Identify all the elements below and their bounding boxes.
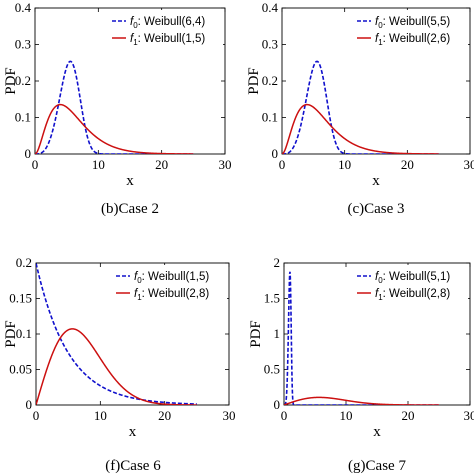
series-line-f0	[35, 60, 194, 154]
x-axis-label: x	[126, 173, 134, 189]
x-tick-label: 20	[402, 408, 415, 423]
legend-entry-f0: f0: Weibull(5,1)	[375, 271, 450, 285]
y-tick-label: 0.1	[262, 110, 278, 125]
legend-entry-f1: f1: Weibull(1,5)	[130, 33, 205, 47]
legend-entry-f1: f1: Weibull(2,8)	[134, 288, 209, 302]
panel-caption: (b)Case 2	[101, 201, 159, 217]
legend: f0: Weibull(5,1) f1: Weibull(2,8)	[354, 265, 468, 305]
series-line-f0	[282, 60, 439, 154]
y-axis-label: PDF	[248, 320, 264, 348]
x-tick-label: 0	[281, 408, 288, 423]
y-tick-label: 0.15	[9, 291, 32, 306]
y-tick-label: 0.2	[16, 255, 32, 270]
legend-entry-f0: f0: Weibull(5,5)	[375, 16, 450, 30]
chart-panel-3: 0 10 20 30 0 0.05 0.1 0.15 0.2 x PDF f0: Weibull(1,…	[3, 255, 236, 474]
legend: f0: Weibull(5,5) f1: Weibull(2,6)	[354, 10, 468, 50]
x-tick-label: 30	[219, 157, 232, 172]
x-tick-label: 10	[340, 408, 353, 423]
x-tick-label: 20	[158, 408, 171, 423]
chart-panel-1: 0 10 20 30 0 0.1 0.2 0.3 0.4 x PDF f0: Weibull(6,4)…	[3, 0, 232, 217]
series-line-f1	[35, 103, 194, 154]
legend: f0: Weibull(1,5) f1: Weibull(2,8)	[113, 265, 227, 305]
series-line-f1	[36, 328, 197, 405]
y-tick-label: 0	[274, 397, 281, 412]
x-tick-label: 10	[92, 157, 105, 172]
x-tick-label: 0	[33, 408, 40, 423]
y-tick-label: 0.5	[264, 362, 280, 377]
x-axis-label: x	[372, 173, 380, 189]
x-tick-label: 0	[32, 157, 39, 172]
chart-panel-4: 0 10 20 30 0 0.5 1 1.5 2 x PDF f0: Weibull(5,1) f1: …	[248, 255, 474, 474]
chart-panel-2: 0 10 20 30 0 0.1 0.2 0.3 0.4 x PDF f0: Weibull(5,5)…	[246, 0, 474, 217]
x-tick-label: 10	[338, 157, 351, 172]
legend-entry-f0: f0: Weibull(1,5)	[134, 271, 209, 285]
series-line-f0	[36, 263, 197, 405]
y-tick-label: 0	[272, 146, 279, 161]
y-tick-label: 2	[274, 255, 281, 270]
series-line-f1	[284, 396, 439, 405]
series-line-f1	[282, 103, 439, 154]
y-axis-label: PDF	[3, 320, 19, 348]
y-tick-label: 0.3	[15, 37, 31, 52]
y-tick-label: 1	[274, 326, 281, 341]
x-tick-label: 20	[401, 157, 414, 172]
y-tick-label: 0.1	[15, 110, 31, 125]
x-tick-label: 0	[279, 157, 286, 172]
y-axis-label: PDF	[3, 67, 19, 95]
y-tick-label: 0.2	[262, 73, 278, 88]
x-axis-label: x	[129, 424, 137, 440]
y-tick-label: 1.5	[264, 291, 280, 306]
y-axis-label: PDF	[246, 67, 262, 95]
panel-caption: (g)Case 7	[348, 458, 406, 474]
y-tick-label: 0.05	[9, 362, 32, 377]
x-tick-label: 10	[94, 408, 107, 423]
legend-entry-f1: f1: Weibull(2,8)	[375, 288, 450, 302]
y-tick-label: 0.1	[16, 326, 32, 341]
x-tick-label: 20	[155, 157, 168, 172]
legend-entry-f1: f1: Weibull(2,6)	[375, 33, 450, 47]
y-tick-label: 0.4	[15, 0, 32, 15]
y-tick-label: 0	[26, 397, 33, 412]
x-axis-label: x	[373, 424, 381, 440]
panel-caption: (f)Case 6	[105, 458, 161, 474]
x-tick-label: 30	[223, 408, 236, 423]
legend: f0: Weibull(6,4) f1: Weibull(1,5)	[109, 10, 223, 50]
y-tick-label: 0.3	[262, 37, 278, 52]
x-tick-label: 30	[464, 408, 474, 423]
legend-entry-f0: f0: Weibull(6,4)	[130, 16, 205, 30]
panel-caption: (c)Case 3	[347, 201, 404, 217]
y-tick-label: 0.4	[262, 0, 279, 15]
y-tick-label: 0.2	[15, 73, 31, 88]
y-tick-label: 0	[25, 146, 32, 161]
x-tick-label: 30	[464, 157, 474, 172]
